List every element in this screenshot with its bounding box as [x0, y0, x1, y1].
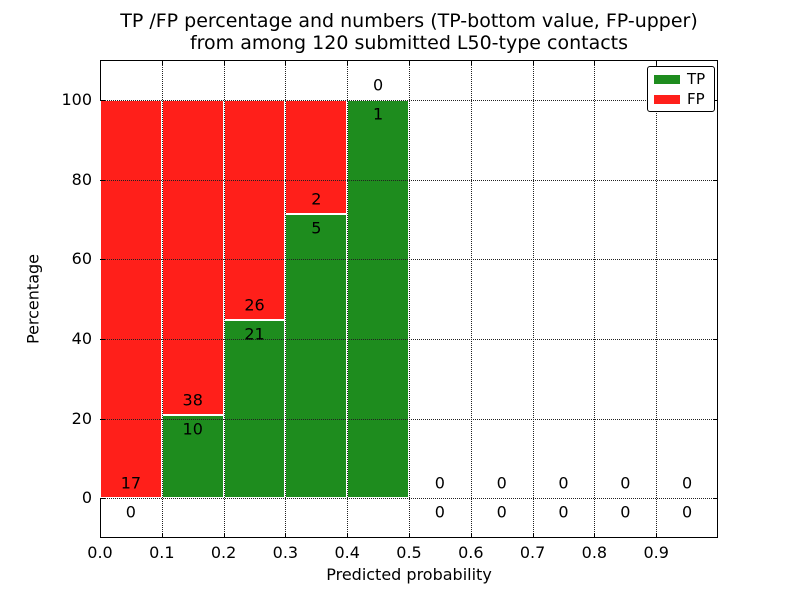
legend-row-tp: TP	[648, 70, 714, 88]
y-tick-label: 80	[71, 169, 92, 189]
chart-title: TP /FP percentage and numbers (TP-bottom…	[100, 10, 718, 54]
x-tick-label: 0.9	[643, 543, 669, 562]
x-tick-label: 0.4	[334, 543, 360, 562]
plot-area	[100, 60, 718, 538]
x-tick-label: 0.7	[519, 543, 546, 562]
x-tick-label: 0.0	[87, 543, 113, 562]
chart-title-line2: from among 120 submitted L50-type contac…	[189, 32, 629, 54]
x-tick-label: 0.6	[458, 543, 484, 562]
legend-fp-label: FP	[687, 89, 705, 108]
legend-tp-swatch	[654, 74, 680, 84]
legend-tp-label: TP	[687, 69, 706, 88]
legend-fp-swatch	[654, 94, 680, 104]
chart-title-line1: TP /FP percentage and numbers (TP-bottom…	[120, 10, 698, 32]
x-tick-label: 0.3	[272, 543, 299, 562]
x-tick-label: 0.5	[396, 543, 422, 562]
y-tick-label: 0	[81, 488, 92, 508]
x-axis-label: Predicted probability	[326, 565, 492, 584]
legend-row-fp: FP	[648, 90, 714, 108]
legend: TP FP	[647, 66, 715, 112]
y-tick-label: 100	[61, 89, 92, 109]
x-tick-label: 0.2	[210, 543, 237, 562]
x-tick-label: 0.1	[149, 543, 175, 562]
x-tick-label: 0.8	[581, 543, 608, 562]
y-tick-label: 20	[71, 408, 92, 428]
y-axis-label: Percentage	[23, 253, 43, 345]
y-tick-label: 40	[71, 328, 92, 348]
y-tick-label: 60	[71, 249, 92, 269]
